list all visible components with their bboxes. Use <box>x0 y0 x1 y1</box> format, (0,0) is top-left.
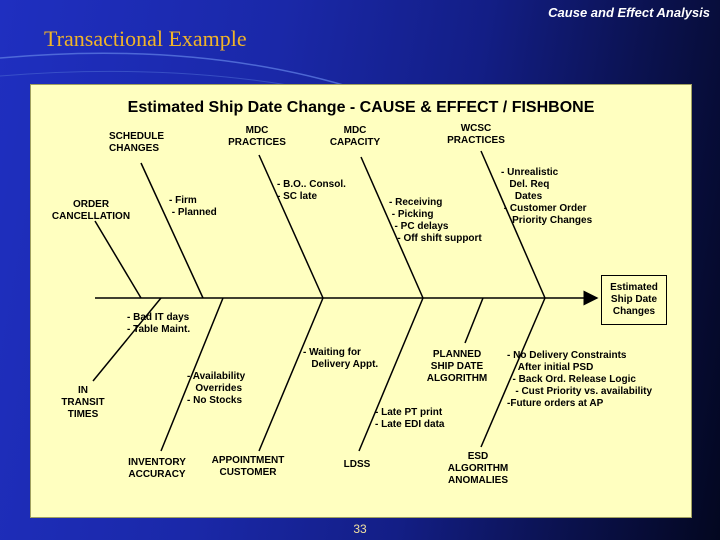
bone-planned-ship-date-algorithm <box>464 297 484 344</box>
bone-wcsc-practices <box>480 150 546 299</box>
causes-mdc-capacity: - Receiving - Picking - PC delays - Off … <box>389 197 482 244</box>
bone-in-transit-times <box>92 297 162 382</box>
fishbone-lines <box>92 150 599 452</box>
bone-order-cancellation <box>94 220 142 299</box>
bone-mdc-capacity <box>360 156 424 299</box>
causes-wcsc-practices: - Unrealistic Del. Req Dates - Customer … <box>501 167 593 226</box>
category-wcsc-practices: WCSC PRACTICES <box>447 123 505 146</box>
header-title: Cause and Effect Analysis <box>548 5 710 20</box>
category-schedule-changes: SCHEDULE CHANGES <box>109 131 165 154</box>
diagram-title: Estimated Ship Date Change - CAUSE & EFF… <box>127 99 595 116</box>
category-in-transit-times: IN TRANSIT TIMES <box>61 385 105 420</box>
causes-inventory-accuracy: - Availability Overrides - No Stocks <box>187 371 246 406</box>
category-esd-algorithm-anomalies: ESD ALGORITHM ANOMALIES <box>447 451 509 486</box>
causes-mdc-practices: - B.O.. Consol. - SC late <box>277 179 346 202</box>
bone-inventory-accuracy <box>160 297 224 452</box>
diagram-panel: Estimated Ship Date Change - CAUSE & EFF… <box>30 84 692 518</box>
causes-ldss: - Late PT print - Late EDI data <box>375 407 445 430</box>
category-planned-ship-date-algorithm: PLANNED SHIP DATE ALGORITHM <box>426 349 488 384</box>
page-number: 33 <box>353 522 367 536</box>
causes-schedule-changes: - Firm - Planned <box>169 195 217 218</box>
causes-appointment-customer: - Waiting for Delivery Appt. <box>303 347 379 370</box>
category-appointment-customer: APPOINTMENT CUSTOMER <box>211 455 285 478</box>
category-ldss: LDSS <box>343 459 371 470</box>
causes-esd-algorithm-anomalies: - No Delivery Constraints After initial … <box>507 350 653 409</box>
category-order-cancellation: ORDER CANCELLATION <box>51 199 131 222</box>
category-inventory-accuracy: INVENTORY ACCURACY <box>128 457 186 480</box>
bone-mdc-practices <box>258 154 324 299</box>
category-mdc-capacity: MDC CAPACITY <box>329 125 381 148</box>
bone-esd-algorithm-anomalies <box>480 297 546 448</box>
effect-box: Estimated Ship Date Changes <box>601 275 667 325</box>
bone-schedule-changes <box>140 162 204 299</box>
bone-ldss <box>358 297 424 452</box>
category-mdc-practices: MDC PRACTICES <box>228 125 286 148</box>
bone-appointment-customer <box>258 297 324 452</box>
causes-in-transit-times: - Bad IT days - Table Maint. <box>127 312 191 335</box>
slide-title: Transactional Example <box>44 26 247 51</box>
